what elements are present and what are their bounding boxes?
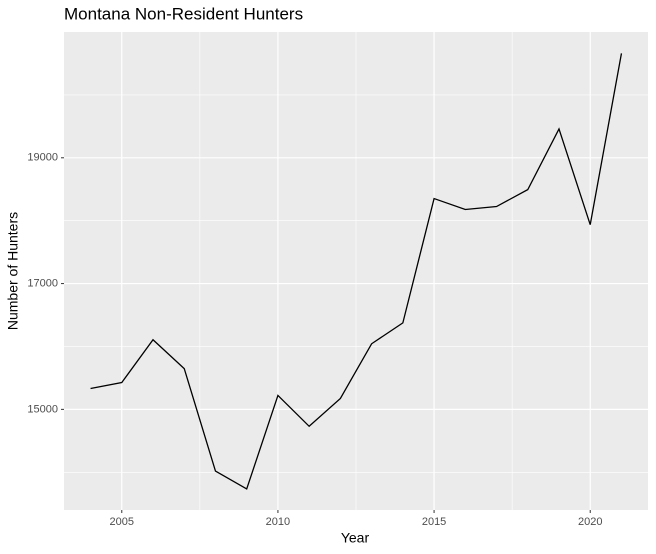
y-tick-label: 17000 bbox=[27, 277, 58, 289]
y-tick-label: 15000 bbox=[27, 403, 58, 415]
chart-title: Montana Non-Resident Hunters bbox=[64, 4, 303, 23]
x-tick-label: 2020 bbox=[578, 516, 602, 528]
y-axis-title: Number of Hunters bbox=[5, 212, 21, 330]
x-tick-label: 2010 bbox=[266, 516, 290, 528]
x-tick-label: 2005 bbox=[110, 516, 134, 528]
x-axis-title: Year bbox=[341, 530, 370, 546]
y-tick-label: 19000 bbox=[27, 152, 58, 164]
data-line bbox=[90, 53, 623, 490]
x-tick-label: 2015 bbox=[422, 516, 446, 528]
